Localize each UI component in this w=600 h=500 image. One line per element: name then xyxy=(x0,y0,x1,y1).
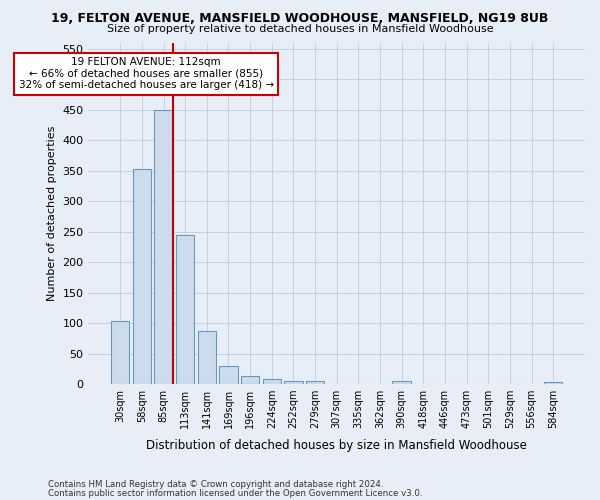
Y-axis label: Number of detached properties: Number of detached properties xyxy=(47,126,57,301)
Bar xyxy=(197,331,216,384)
Bar xyxy=(392,381,411,384)
Text: Contains public sector information licensed under the Open Government Licence v3: Contains public sector information licen… xyxy=(48,489,422,498)
Bar xyxy=(111,321,130,384)
X-axis label: Distribution of detached houses by size in Mansfield Woodhouse: Distribution of detached houses by size … xyxy=(146,440,527,452)
Bar xyxy=(133,168,151,384)
Bar xyxy=(284,381,302,384)
Text: 19, FELTON AVENUE, MANSFIELD WOODHOUSE, MANSFIELD, NG19 8UB: 19, FELTON AVENUE, MANSFIELD WOODHOUSE, … xyxy=(52,12,548,26)
Bar xyxy=(219,366,238,384)
Bar xyxy=(263,379,281,384)
Text: Contains HM Land Registry data © Crown copyright and database right 2024.: Contains HM Land Registry data © Crown c… xyxy=(48,480,383,489)
Text: 19 FELTON AVENUE: 112sqm
← 66% of detached houses are smaller (855)
32% of semi-: 19 FELTON AVENUE: 112sqm ← 66% of detach… xyxy=(19,57,274,90)
Bar xyxy=(241,376,259,384)
Bar xyxy=(176,234,194,384)
Bar xyxy=(306,381,324,384)
Bar xyxy=(154,110,173,384)
Bar xyxy=(544,382,562,384)
Text: Size of property relative to detached houses in Mansfield Woodhouse: Size of property relative to detached ho… xyxy=(107,24,493,34)
